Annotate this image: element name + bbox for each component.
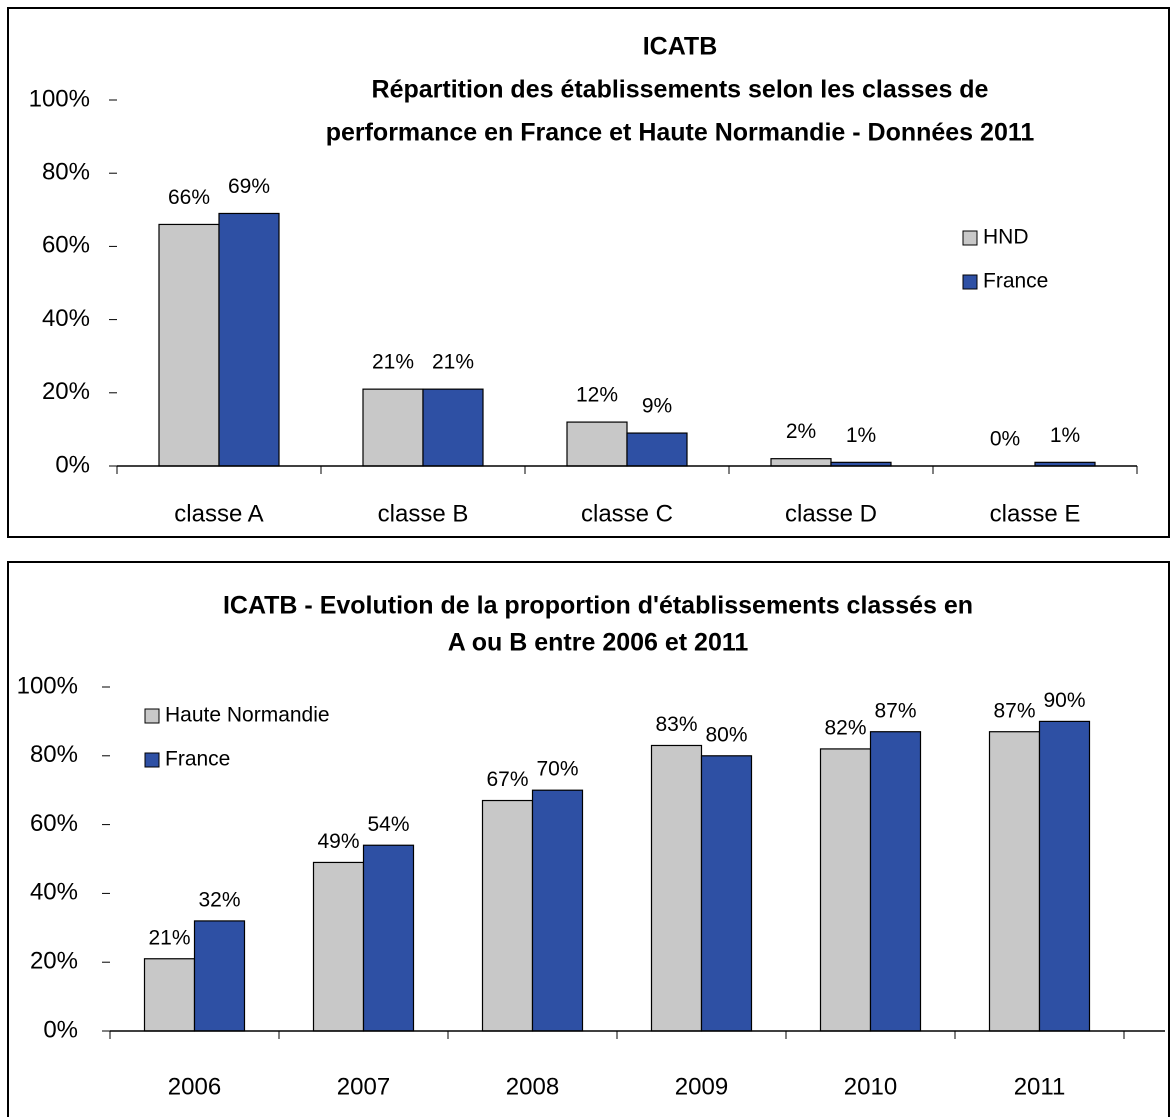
bar: [422, 388, 484, 467]
value-label: 87%: [874, 699, 916, 722]
chart-title: performance en France et Haute Normandie…: [326, 119, 1035, 147]
x-tick-label: classe C: [581, 500, 673, 527]
y-tick-label: 80%: [42, 159, 90, 186]
x-tick-label: 2011: [1014, 1073, 1066, 1100]
bar: [650, 744, 703, 1032]
value-label: 21%: [432, 351, 474, 374]
legend-swatch: [962, 274, 978, 290]
value-label: 21%: [372, 351, 414, 374]
y-tick-label: 100%: [29, 85, 90, 112]
value-label: 82%: [824, 716, 866, 739]
x-tick-label: 2006: [168, 1073, 221, 1100]
x-tick-label: classe A: [174, 500, 263, 527]
x-tick-label: 2010: [844, 1073, 897, 1100]
chart-frame: [7, 7, 1170, 538]
value-label: 67%: [486, 768, 528, 791]
value-label: 32%: [198, 888, 240, 911]
bar: [193, 920, 246, 1032]
value-label: 69%: [228, 175, 270, 198]
value-label: 1%: [846, 424, 876, 447]
legend-label: France: [983, 270, 1048, 293]
value-label: 83%: [655, 713, 697, 736]
bar: [218, 212, 280, 467]
value-label: 87%: [993, 699, 1035, 722]
bar: [869, 731, 922, 1032]
x-tick-label: 2009: [675, 1073, 728, 1100]
bar: [1038, 720, 1091, 1032]
value-label: 70%: [536, 758, 578, 781]
bar: [770, 458, 832, 467]
y-tick-label: 60%: [30, 810, 78, 837]
y-tick-label: 20%: [42, 378, 90, 405]
value-label: 90%: [1043, 689, 1085, 712]
x-tick-label: 2007: [337, 1073, 390, 1100]
bar: [362, 388, 424, 467]
bar: [158, 223, 220, 467]
legend-label: Haute Normandie: [165, 704, 330, 727]
legend-label: HND: [983, 226, 1029, 249]
x-tick-label: 2008: [506, 1073, 559, 1100]
x-tick-label: classe D: [785, 500, 877, 527]
bar: [312, 861, 365, 1032]
value-label: 54%: [367, 813, 409, 836]
y-tick-label: 20%: [30, 948, 78, 975]
value-label: 1%: [1050, 424, 1080, 447]
y-tick-label: 0%: [43, 1016, 78, 1043]
bar: [626, 432, 688, 467]
legend-label: France: [165, 748, 230, 771]
bar: [988, 731, 1041, 1032]
x-tick-label: classe E: [990, 500, 1081, 527]
y-tick-label: 100%: [17, 672, 78, 699]
chart-title: A ou B entre 2006 et 2011: [448, 629, 749, 657]
legend-swatch: [962, 230, 978, 246]
y-tick-label: 60%: [42, 232, 90, 259]
chart-title: Répartition des établissements selon les…: [372, 76, 989, 104]
bar: [481, 799, 534, 1032]
bar: [566, 421, 628, 467]
value-label: 66%: [168, 186, 210, 209]
value-label: 0%: [990, 428, 1020, 451]
value-label: 9%: [642, 395, 672, 418]
bar: [531, 789, 584, 1032]
bar: [700, 755, 753, 1032]
chart-frame: [7, 561, 1170, 1117]
chart-title: ICATB: [643, 33, 718, 61]
y-tick-label: 80%: [30, 741, 78, 768]
y-tick-label: 40%: [30, 879, 78, 906]
y-tick-label: 40%: [42, 305, 90, 332]
bar: [819, 748, 872, 1032]
chart-title: ICATB - Evolution de la proportion d'éta…: [223, 592, 973, 620]
value-label: 12%: [576, 384, 618, 407]
value-label: 21%: [148, 926, 190, 949]
x-tick-label: classe B: [378, 500, 469, 527]
value-label: 80%: [705, 723, 747, 746]
bar: [143, 958, 196, 1032]
value-label: 2%: [786, 420, 816, 443]
value-label: 49%: [317, 830, 359, 853]
bar: [362, 844, 415, 1032]
legend-swatch: [144, 752, 160, 768]
y-tick-label: 0%: [55, 451, 90, 478]
legend-swatch: [144, 708, 160, 724]
